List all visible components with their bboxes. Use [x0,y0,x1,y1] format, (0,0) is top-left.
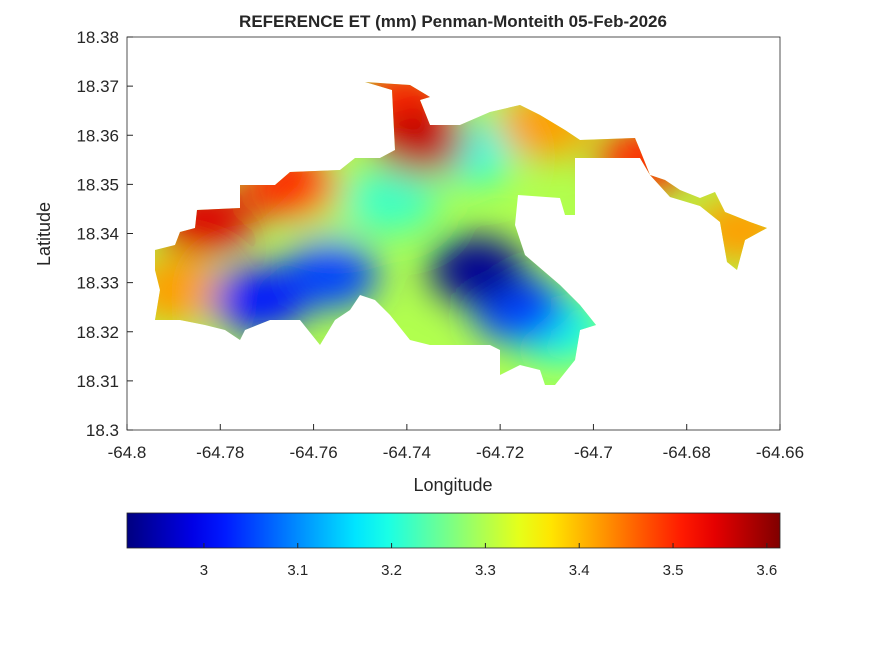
colorbar [126,512,781,549]
x-tick-label: -64.8 [108,443,147,462]
x-tick-label: -64.72 [476,443,524,462]
x-tick-label: -64.66 [756,443,804,462]
x-tick-label: -64.74 [383,443,431,462]
colorbar-tick-label: 3.2 [381,562,402,579]
colorbar-tick-label: 3.4 [569,562,590,579]
x-tick-label: -64.76 [289,443,337,462]
y-axis-label: Latitude [34,202,54,266]
y-tick-label: 18.33 [76,274,119,293]
field-sample [155,255,224,324]
colorbar-tick-label: 3.1 [287,562,308,579]
field-sample [428,235,525,304]
colorbar-tick-label: 3 [200,562,208,579]
colorbar-tick-label: 3.5 [663,562,684,579]
chart-title: REFERENCE ET (mm) Penman-Monteith 05-Feb… [239,12,667,31]
y-tick-label: 18.35 [76,175,119,194]
colorbar-tick-label: 3.3 [475,562,496,579]
x-tick-label: -64.7 [574,443,613,462]
colorbar-tick-label: 3.6 [756,562,777,579]
y-tick-label: 18.34 [76,225,119,244]
x-axis-label: Longitude [413,475,492,495]
y-tick-label: 18.37 [76,77,119,96]
field-sample [342,166,439,235]
x-tick-label: -64.68 [663,443,711,462]
y-tick-label: 18.31 [76,372,119,391]
y-tick-label: 18.3 [86,421,119,440]
x-tick-label: -64.78 [196,443,244,462]
colorbar-ticks: 3 3.1 3.2 3.3 3.4 3.5 3.6 [200,543,777,579]
y-tick-label: 18.32 [76,323,119,342]
y-axis: 18.3 18.31 18.32 18.33 18.34 18.35 18.36 18.37 1… [76,28,133,440]
field-sample [211,265,308,334]
y-tick-label: 18.36 [76,126,119,145]
y-tick-label: 18.38 [76,28,119,47]
x-axis: -64.8 -64.78 -64.76 -64.74 -64.72 -64.7 -64.68… [108,424,804,462]
